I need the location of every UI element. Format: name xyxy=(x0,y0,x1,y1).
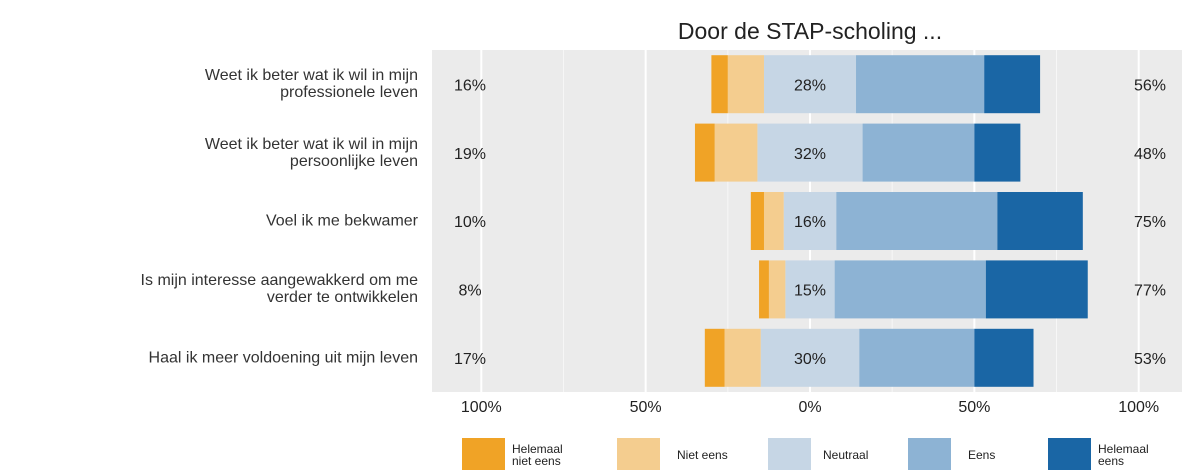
bar-segment xyxy=(757,123,863,182)
positive-label: 77% xyxy=(1134,283,1166,300)
neutral-label: 32% xyxy=(794,146,826,163)
bar-segment xyxy=(714,123,758,182)
neutral-label: 16% xyxy=(794,214,826,231)
bar-segment xyxy=(974,123,1021,182)
neutral-label: 28% xyxy=(794,77,826,94)
legend-swatch xyxy=(768,438,811,470)
positive-label: 53% xyxy=(1134,351,1166,368)
positive-label: 48% xyxy=(1134,146,1166,163)
bar-segment xyxy=(724,328,761,387)
x-tick-label: 50% xyxy=(958,399,990,416)
bar-segment xyxy=(856,55,985,114)
chart-title: Door de STAP-scholing ... xyxy=(678,18,942,44)
neutral-label: 15% xyxy=(794,283,826,300)
legend-label: Niet eens xyxy=(677,448,728,462)
category-label: Weet ik beter wat ik wil in mijn persoon… xyxy=(204,135,418,170)
bar-segment xyxy=(836,192,998,250)
bar-segment xyxy=(974,328,1034,387)
negative-label: 8% xyxy=(458,283,481,300)
bar-segment xyxy=(704,328,725,387)
legend-swatch xyxy=(908,438,951,470)
bar-segment xyxy=(750,192,764,250)
negative-label: 16% xyxy=(454,77,486,94)
legend-swatch xyxy=(617,438,660,470)
bar-segment xyxy=(834,260,986,319)
legend-swatch xyxy=(462,438,505,470)
x-tick-label: 0% xyxy=(798,399,821,416)
legend-label: Eens xyxy=(968,448,996,462)
category-label: Voel ik me bekwamer xyxy=(265,212,418,230)
bar-segment xyxy=(711,55,728,114)
bar-segment xyxy=(997,192,1083,250)
x-tick-label: 100% xyxy=(461,399,502,416)
bar-segment xyxy=(862,123,975,182)
bar-segment xyxy=(727,55,764,114)
legend-swatch xyxy=(1048,438,1091,470)
category-label: Is mijn interesse aangewakkerd om me ver… xyxy=(140,272,418,307)
bar-segment xyxy=(783,192,837,250)
positive-label: 56% xyxy=(1134,77,1166,94)
x-tick-label: 100% xyxy=(1118,399,1159,416)
bar-segment xyxy=(859,328,975,387)
negative-label: 17% xyxy=(454,351,486,368)
x-tick-label: 50% xyxy=(630,399,662,416)
legend-label: Helemaal eens xyxy=(1098,442,1149,468)
bar-segment xyxy=(768,260,786,319)
legend-label: Helemaal niet eens xyxy=(512,442,563,468)
legend-label: Neutraal xyxy=(823,448,869,462)
positive-label: 75% xyxy=(1134,214,1166,231)
bar-segment xyxy=(763,192,784,250)
category-label: Weet ik beter wat ik wil in mijn profess… xyxy=(204,67,418,102)
bar-segment xyxy=(694,123,715,182)
category-label: Haal ik meer voldoening uit mijn leven xyxy=(148,349,418,367)
negative-label: 10% xyxy=(454,214,486,231)
bar-segment xyxy=(785,260,835,319)
negative-label: 19% xyxy=(454,146,486,163)
bar-segment xyxy=(763,55,857,114)
neutral-label: 30% xyxy=(794,351,826,368)
bar-segment xyxy=(985,260,1088,319)
bar-segment xyxy=(759,260,769,319)
bar-segment xyxy=(984,55,1041,114)
bar-segment xyxy=(760,328,860,387)
